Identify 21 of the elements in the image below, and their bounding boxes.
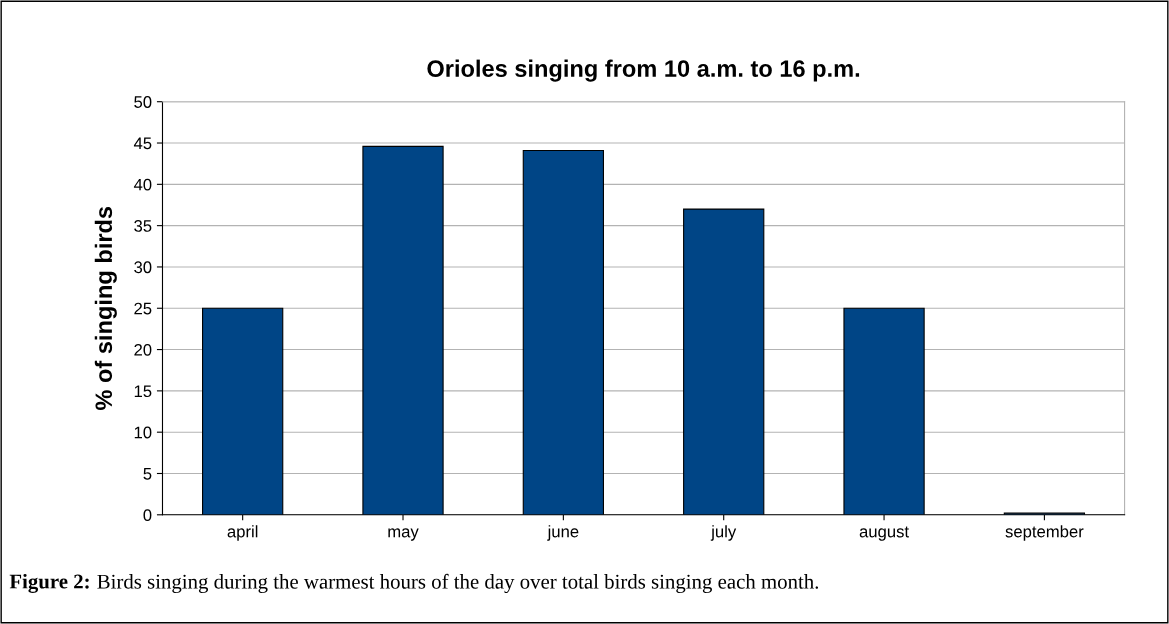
y-tick-label: 10 [134, 426, 152, 439]
x-tick-label: july [710, 525, 737, 541]
x-tick-label: april [227, 525, 258, 541]
x-tick-label: june [547, 525, 579, 541]
y-tick-label: 5 [143, 468, 152, 480]
y-tick-label: 45 [133, 137, 152, 150]
y-tick-label: 0 [143, 509, 152, 521]
y-tick-label: 15 [134, 385, 152, 398]
text: Birds singing during the warmest hours of the day over total birds singing each month. [97, 573, 819, 594]
y-tick-label: 30 [134, 261, 152, 274]
x-tick-label: september [1005, 525, 1084, 541]
caption: Figure 2: [9, 573, 89, 593]
y-tick-label: 25 [134, 302, 152, 315]
x-tick-label: may [388, 528, 419, 541]
x-tick-label: august [859, 526, 909, 541]
y-tick-label: 20 [134, 343, 152, 356]
y-axis-title: % of singing birds [94, 206, 117, 410]
chart-title: Orioles singing from 10 a.m. to 16 p.m. [427, 59, 860, 82]
y-tick-label: 35 [134, 220, 152, 232]
y-tick-label: 50 [134, 96, 152, 108]
y-tick-label: 40 [133, 178, 152, 191]
